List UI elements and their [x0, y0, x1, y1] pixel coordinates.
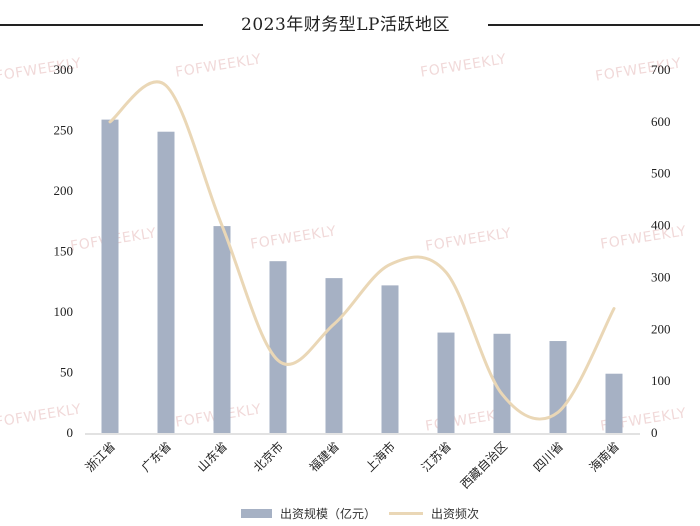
bar-0	[101, 119, 119, 434]
legend-bar-label: 出资规模（亿元）	[280, 507, 377, 521]
x-axis-labels: 浙江省 广东省 山东省 北京市 福建省 上海市 江苏省 西藏自治区 四川省 海南省	[83, 439, 622, 492]
bar-9	[605, 373, 623, 433]
bar-4	[325, 278, 343, 433]
x-category-label: 广东省	[139, 439, 174, 474]
left-tick-label: 300	[54, 62, 74, 77]
combo-chart: 0 50 100 150 200 250 300 0 100 200 300 400 500 600 70…	[54, 62, 671, 492]
bar-6	[437, 332, 455, 433]
right-tick-label: 400	[651, 218, 671, 233]
x-category-label: 西藏自治区	[458, 439, 510, 491]
bar-2	[213, 226, 231, 433]
bar-1	[157, 131, 175, 433]
left-tick-label: 200	[54, 183, 74, 198]
right-tick-label: 600	[651, 114, 671, 129]
legend-line-swatch-icon	[389, 512, 423, 515]
right-y-axis: 0 100 200 300 400 500 600 700	[651, 62, 671, 440]
legend-line-label: 出资频次	[431, 507, 480, 521]
chart-title: 2023年财务型LP活跃地区	[241, 15, 450, 35]
chart-legend: 出资规模（亿元） 出资频次	[0, 505, 700, 525]
x-category-label: 北京市	[250, 439, 286, 475]
x-category-label: 福建省	[306, 439, 342, 475]
x-category-label: 江苏省	[419, 439, 454, 474]
bar-3	[269, 261, 287, 433]
left-tick-label: 0	[67, 425, 74, 440]
line-series	[108, 80, 616, 421]
left-tick-label: 50	[60, 365, 73, 380]
bar-7	[493, 333, 511, 433]
right-tick-label: 500	[651, 166, 671, 181]
right-tick-label: 700	[651, 62, 671, 77]
title-rule-right	[488, 24, 700, 26]
right-tick-label: 300	[651, 269, 671, 284]
x-category-label: 海南省	[586, 439, 622, 475]
bar-5	[381, 285, 399, 433]
title-rule-left	[0, 24, 203, 26]
bar-8	[549, 341, 567, 433]
right-tick-label: 200	[651, 321, 671, 336]
legend-item-line: 出资频次	[389, 505, 479, 522]
left-tick-label: 250	[54, 123, 74, 138]
x-category-label: 上海市	[362, 439, 398, 475]
x-category-label: 山东省	[195, 439, 230, 474]
legend-item-bar: 出资规模（亿元）	[241, 505, 376, 522]
chart-title-row: 2023年财务型LP活跃地区	[0, 8, 700, 38]
x-category-label: 浙江省	[83, 439, 118, 474]
legend-bar-swatch-icon	[241, 509, 272, 518]
right-tick-label: 100	[651, 373, 671, 388]
x-category-label: 四川省	[531, 439, 566, 474]
right-tick-label: 0	[651, 425, 658, 440]
left-tick-label: 150	[54, 244, 74, 259]
left-tick-label: 100	[54, 304, 74, 319]
bar-series	[101, 119, 623, 434]
left-y-axis: 0 50 100 150 200 250 300	[54, 62, 74, 440]
